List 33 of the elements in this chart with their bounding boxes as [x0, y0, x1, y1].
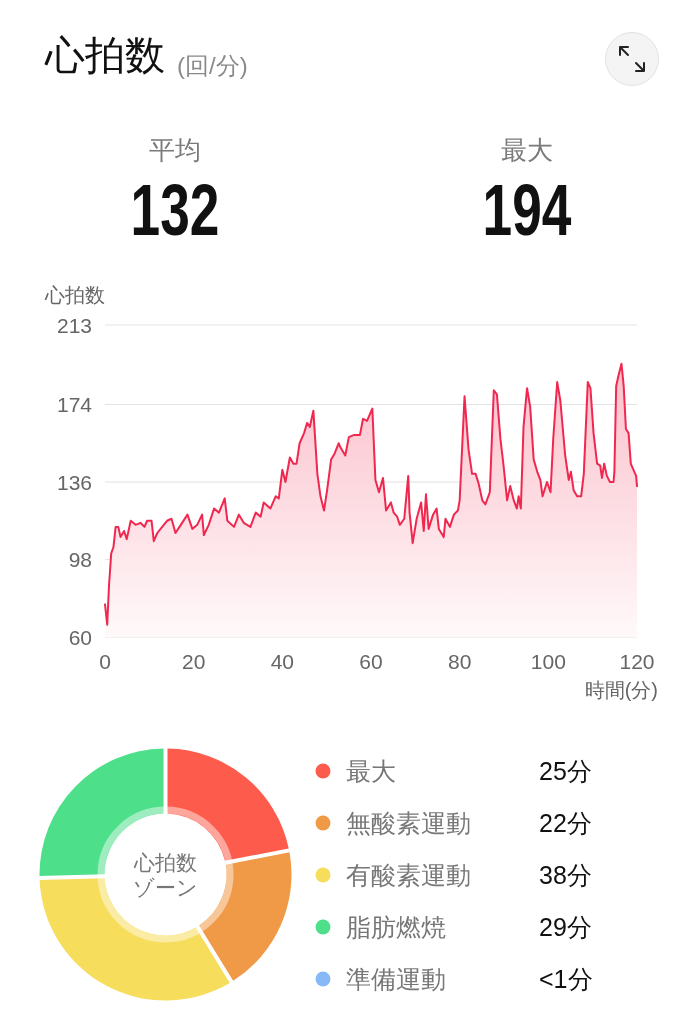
y-tick-label: 213: [56, 313, 92, 337]
text: 心拍数ゾーン: [133, 850, 198, 899]
legend-label: 最大: [346, 757, 396, 785]
y-tick-label: 98: [68, 548, 92, 572]
y-axis-title: 心拍数: [44, 284, 105, 306]
text: 平均: [149, 135, 201, 165]
x-tick-label: 120: [619, 650, 655, 673]
legend-label: 無酸素運動: [346, 809, 471, 837]
y-tick-label: 60: [68, 625, 92, 649]
data-label: 29分: [539, 913, 592, 941]
x-axis-title: 時間(分): [584, 679, 658, 701]
donut-slice: [199, 852, 292, 981]
data-label: 22分: [539, 809, 592, 837]
legend-label: 有酸素運動: [346, 861, 471, 889]
donut-slice: [39, 878, 230, 1001]
text: <1分: [539, 965, 593, 993]
data-label: 25分: [539, 757, 592, 785]
text: 心拍数: [44, 33, 165, 77]
x-tick-label: 0: [99, 650, 111, 673]
text: 132: [130, 170, 220, 250]
x-tick-label: 100: [530, 650, 566, 673]
y-tick-label: 174: [56, 393, 93, 417]
legend-label: 準備運動: [346, 965, 446, 993]
text: (回/分): [177, 52, 248, 79]
x-tick-label: 80: [447, 650, 472, 673]
x-tick-label: 40: [270, 650, 295, 673]
text: 194: [482, 170, 572, 250]
text: 最大: [501, 135, 553, 165]
x-tick-label: 60: [359, 650, 383, 673]
x-tick-label: 20: [181, 650, 206, 673]
legend-label: 脂肪燃焼: [346, 913, 446, 941]
y-tick-label: 136: [56, 470, 92, 494]
data-label: 38分: [539, 861, 592, 889]
